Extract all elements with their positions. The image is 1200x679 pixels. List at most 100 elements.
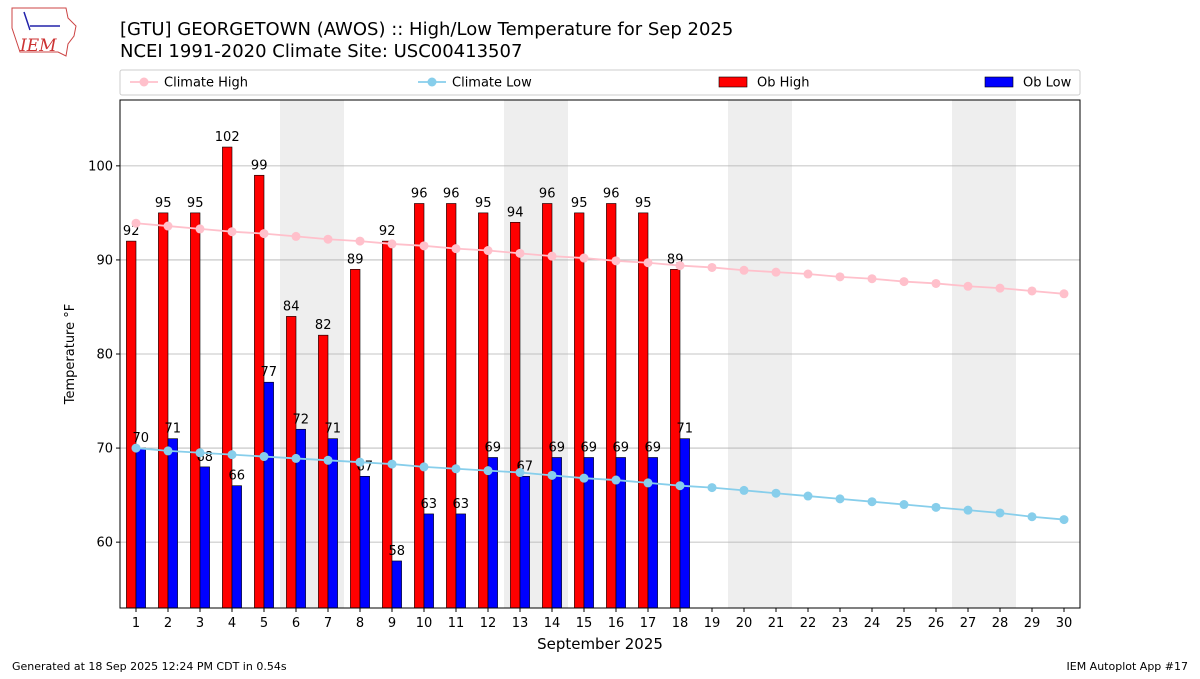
x-tick-label: 12 [480, 616, 497, 631]
footer-left: Generated at 18 Sep 2025 12:24 PM CDT in… [12, 660, 287, 673]
line-marker [739, 265, 749, 275]
value-label: 96 [411, 186, 428, 201]
logo-text: IEM [19, 36, 57, 56]
chart-subtitle: NCEI 1991-2020 Climate Site: USC00413507 [120, 41, 522, 62]
bar [414, 203, 425, 609]
bar [574, 212, 585, 609]
line-marker [291, 453, 301, 463]
x-tick-label: 7 [324, 616, 332, 631]
line [135, 447, 1065, 521]
line-marker [931, 278, 941, 288]
line-marker [611, 256, 621, 266]
bar [359, 475, 370, 609]
line-marker [707, 483, 717, 493]
x-tick-label: 24 [864, 616, 881, 631]
legend-swatch [427, 77, 437, 87]
value-label: 72 [293, 412, 310, 427]
line-marker [419, 462, 429, 472]
x-tick-label: 4 [228, 616, 236, 631]
bar [190, 212, 201, 609]
line-marker [675, 261, 685, 271]
legend-box [119, 69, 1081, 96]
value-label: 96 [603, 186, 620, 201]
line-marker [867, 274, 877, 284]
value-label: 96 [443, 186, 460, 201]
bar [638, 212, 649, 609]
bar [263, 381, 274, 609]
value-label: 95 [155, 196, 172, 211]
line-marker [451, 464, 461, 474]
bar [222, 146, 233, 609]
bar [519, 475, 530, 609]
value-label: 69 [645, 440, 662, 455]
line-marker [227, 450, 237, 460]
line-marker [323, 234, 333, 244]
line-marker [867, 497, 877, 507]
line-marker [259, 229, 269, 239]
x-tick-label: 26 [928, 616, 945, 631]
x-tick-label: 13 [512, 616, 529, 631]
logo: IEM [11, 7, 77, 57]
line-marker [707, 262, 717, 272]
bar [135, 447, 146, 609]
bar [231, 485, 242, 609]
value-label: 95 [475, 196, 492, 211]
x-tick-label: 18 [672, 616, 689, 631]
bar [679, 438, 690, 609]
line-marker [803, 269, 813, 279]
x-tick-label: 16 [608, 616, 625, 631]
legend-label: Ob Low [1023, 76, 1072, 91]
legend-label: Ob High [757, 76, 810, 91]
x-tick-label: 30 [1056, 616, 1073, 631]
line-marker [1027, 512, 1037, 522]
bar [350, 269, 361, 609]
line-marker [291, 231, 301, 241]
bar [670, 269, 681, 609]
x-tick-label: 5 [260, 616, 268, 631]
value-label: 69 [613, 440, 630, 455]
value-label: 95 [187, 196, 204, 211]
line-marker [419, 241, 429, 251]
line-marker [579, 253, 589, 263]
value-label: 63 [453, 497, 470, 512]
legend-swatch [139, 77, 149, 87]
value-label: 69 [485, 440, 502, 455]
x-tick-label: 21 [768, 616, 785, 631]
bar [551, 457, 562, 609]
line-marker [835, 494, 845, 504]
value-label: 102 [215, 130, 240, 145]
line-marker [771, 488, 781, 498]
x-tick-label: 9 [388, 616, 396, 631]
x-tick-label: 19 [704, 616, 721, 631]
line-marker [1059, 289, 1069, 299]
bar [446, 203, 457, 609]
bar [254, 174, 265, 609]
line-marker [643, 478, 653, 488]
value-label: 69 [581, 440, 598, 455]
line-marker [995, 508, 1005, 518]
line-marker [483, 466, 493, 476]
line [135, 222, 1065, 295]
line-marker [515, 468, 525, 478]
value-label: 84 [283, 299, 300, 314]
legend-swatch [718, 76, 748, 88]
value-label: 92 [379, 224, 396, 239]
y-tick-label: 80 [96, 348, 113, 363]
y-tick-label: 90 [96, 253, 113, 268]
line-marker [195, 448, 205, 458]
value-label: 89 [347, 252, 364, 267]
bar [158, 212, 169, 609]
line-marker [803, 491, 813, 501]
bar [167, 438, 178, 609]
line-marker [195, 224, 205, 234]
bar [199, 466, 210, 609]
legend-label: Climate High [164, 76, 248, 91]
value-label: 94 [507, 205, 524, 220]
y-tick-label: 100 [88, 159, 113, 174]
line-marker [611, 475, 621, 485]
line-marker [739, 485, 749, 495]
x-tick-label: 15 [576, 616, 593, 631]
legend-swatch [984, 76, 1014, 88]
line-marker [163, 221, 173, 231]
line-marker [899, 500, 909, 510]
